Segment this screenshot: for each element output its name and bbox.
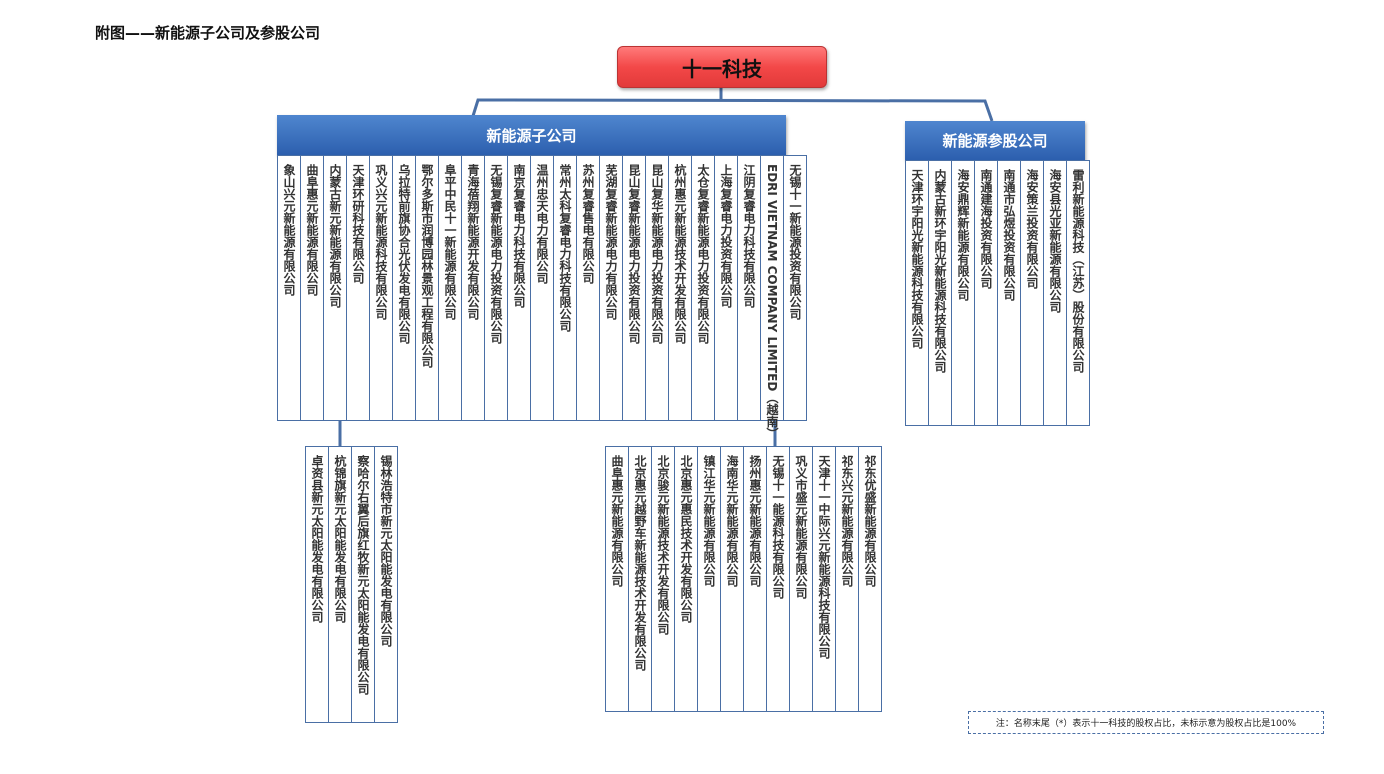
company-box: 杭州惠元新能源技术开发有限公司 [669, 155, 692, 421]
company-box: EDRI VIETNAM COMPANY LIMITED（越南） [761, 155, 784, 439]
footnote: 注：名称末尾（*）表示十一科技的股权占比，未标示意为股权占比是100% [968, 711, 1324, 734]
company-box: 祁东优盛新能源有限公司 [859, 446, 882, 712]
company-box: 苏州复睿售电有限公司 [577, 155, 600, 421]
company-box: 芜湖复睿新能源电力有限公司 [600, 155, 623, 421]
company-box: 北京惠元惠民技术开发有限公司 [675, 446, 698, 712]
company-box: 上海复睿电力投资有限公司 [715, 155, 738, 421]
company-box: 天津十一中际兴元新能源科技有限公司 [813, 446, 836, 712]
company-box: 海安策兰投资有限公司 [1021, 160, 1044, 426]
company-box: 巩义兴元新能源科技有限公司 [370, 155, 393, 421]
company-box: 昆山复华新能源电力投资有限公司 [646, 155, 669, 421]
company-box: 雷利新能源科技（江苏）股份有限公司 [1067, 160, 1090, 426]
company-box: 镇江华元新能源有限公司 [698, 446, 721, 712]
company-box: 卓资县新元太阳能发电有限公司 [305, 446, 329, 723]
company-box: 祁东兴元新能源有限公司 [836, 446, 859, 712]
sub-group-b-list: 曲阜惠元新能源有限公司 北京惠元越野车新能源技术开发有限公司 北京骏元新能源技术开发… [605, 446, 882, 712]
root-company-box: 十一科技 [617, 46, 827, 88]
company-box: 南京复睿电力科技有限公司 [508, 155, 531, 421]
affiliates-header: 新能源参股公司 [905, 121, 1085, 160]
company-box: 曲阜惠元新能源有限公司 [301, 155, 324, 421]
company-box: 海安鼎辉新能源有限公司 [952, 160, 975, 426]
company-box: 扬州惠元新能源有限公司 [744, 446, 767, 712]
company-box: 内蒙古新环宇阳光新能源科技有限公司 [929, 160, 952, 426]
company-box: 天津环研科技有限公司 [347, 155, 370, 421]
company-box: 锡林浩特市新元太阳能发电有限公司 [375, 446, 398, 723]
subsidiary-list: 象山兴元新能源有限公司 曲阜惠元新能源有限公司 内蒙古新元新能源有限公司 天津环研科技… [277, 155, 807, 439]
sub-group-a-list: 卓资县新元太阳能发电有限公司 杭锦旗新元太阳能发电有限公司 察哈尔右翼后旗红牧新元太… [305, 446, 398, 723]
company-box: 天津环宇阳光新能源科技有限公司 [905, 160, 929, 426]
company-box: 象山兴元新能源有限公司 [277, 155, 301, 421]
company-box: 无锡十一能源科技有限公司 [767, 446, 790, 712]
page-title: 附图——新能源子公司及参股公司 [95, 24, 321, 42]
company-box: 太仓复睿新能源电力投资有限公司 [692, 155, 715, 421]
company-box: 北京骏元新能源技术开发有限公司 [652, 446, 675, 712]
company-box: 江阴复睿电力科技有限公司 [738, 155, 761, 421]
company-box: 内蒙古新元新能源有限公司 [324, 155, 347, 421]
company-box: 南通建海投资有限公司 [975, 160, 998, 426]
company-box: 海南华元新能源有限公司 [721, 446, 744, 712]
company-box: 察哈尔右翼后旗红牧新元太阳能发电有限公司 [352, 446, 375, 723]
company-box: 无锡十一新能源投资有限公司 [784, 155, 807, 421]
company-box: 常州太科复睿电力科技有限公司 [554, 155, 577, 421]
company-box: 乌拉特前旗协合光伏发电有限公司 [393, 155, 416, 421]
company-box: 巩义市盛元新能源有限公司 [790, 446, 813, 712]
affiliate-list: 天津环宇阳光新能源科技有限公司 内蒙古新环宇阳光新能源科技有限公司 海安鼎辉新能源有… [905, 160, 1090, 426]
company-box: 南通市弘煜投资有限公司 [998, 160, 1021, 426]
company-box: 昆山复睿新能源电力投资有限公司 [623, 155, 646, 421]
company-box: 鄂尔多斯市润博园林景观工程有限公司 [416, 155, 439, 421]
subsidiaries-header: 新能源子公司 [277, 115, 786, 155]
company-box: 青海蓓翔新能源开发有限公司 [462, 155, 485, 421]
company-box: 阜平中民十一新能源有限公司 [439, 155, 462, 421]
company-box: 无锡复睿新能源电力投资有限公司 [485, 155, 508, 421]
company-box: 杭锦旗新元太阳能发电有限公司 [329, 446, 352, 723]
company-box: 北京惠元越野车新能源技术开发有限公司 [629, 446, 652, 712]
company-box: 曲阜惠元新能源有限公司 [605, 446, 629, 712]
company-box: 海安县光亚新能源有限公司 [1044, 160, 1067, 426]
company-box: 温州忠天电力有限公司 [531, 155, 554, 421]
